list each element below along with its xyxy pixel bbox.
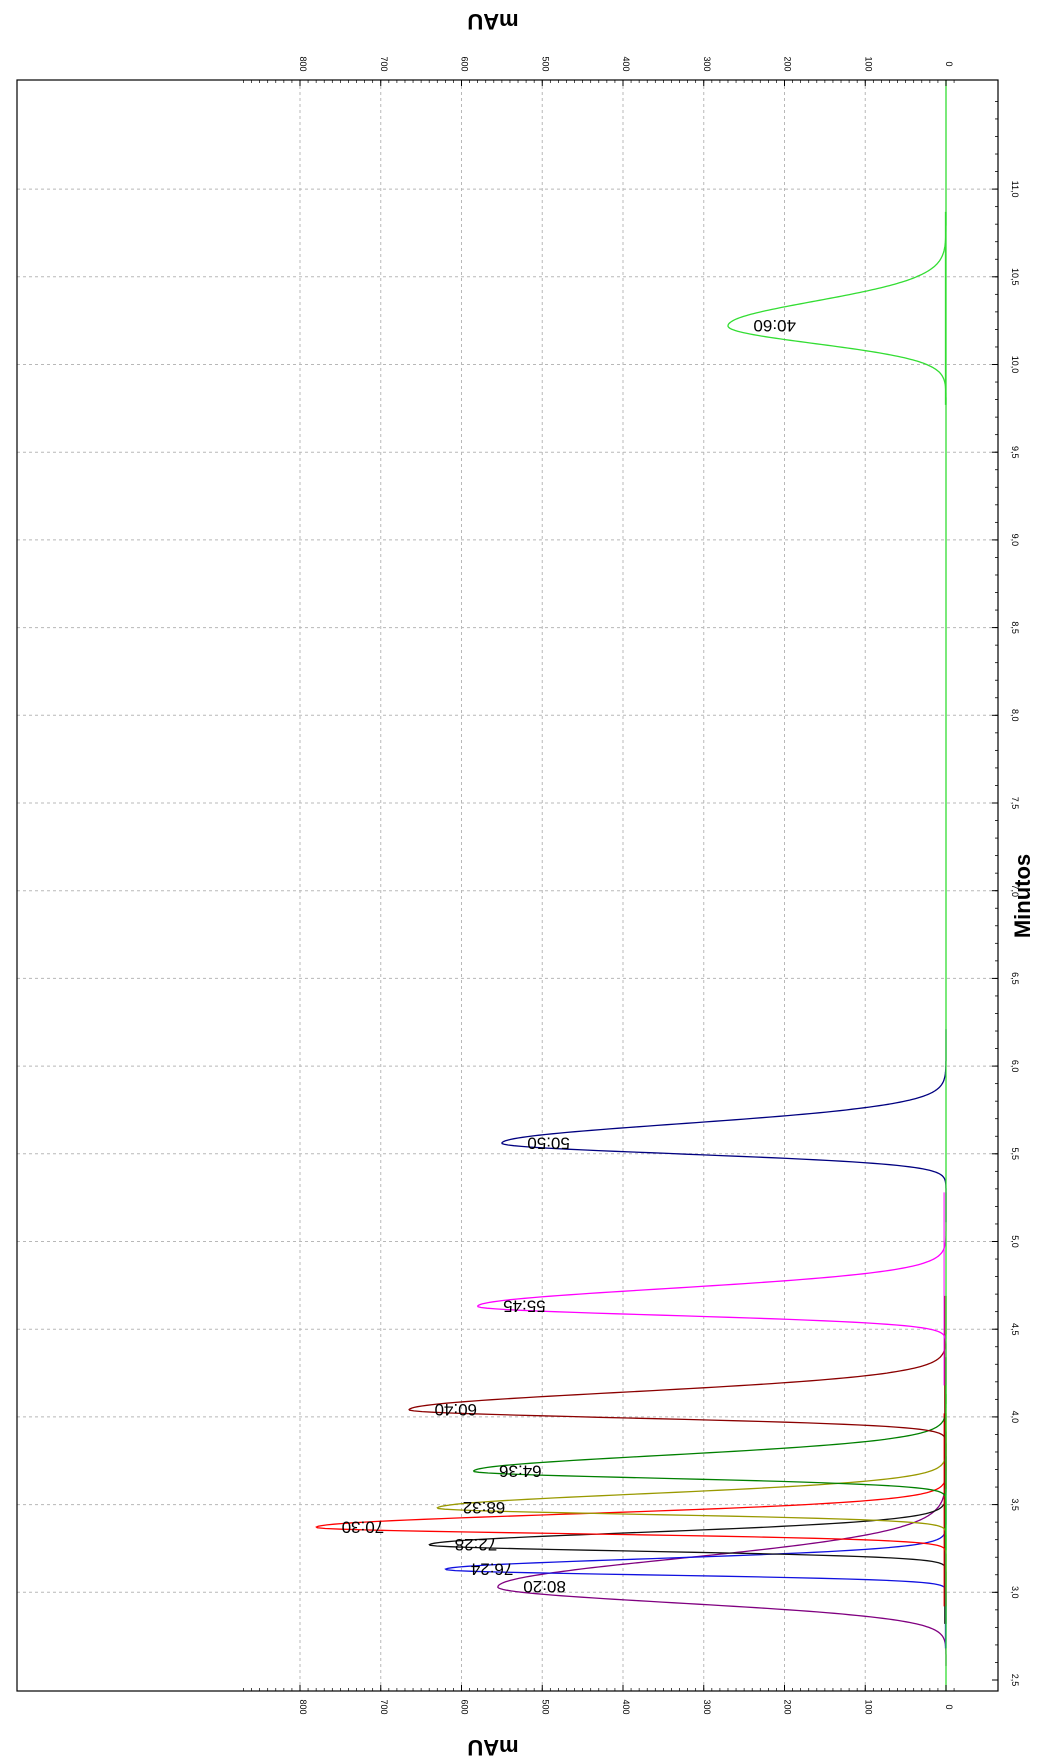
x-tick-label: 2,5 xyxy=(1010,1674,1020,1687)
y-tick-label-top: 500 xyxy=(540,56,550,71)
peak-label: 76:24 xyxy=(471,1559,514,1578)
y-tick-label-bottom: 100 xyxy=(863,1699,873,1714)
peak-label: 70:30 xyxy=(342,1517,385,1536)
peak-label: 72:28 xyxy=(455,1535,498,1554)
x-tick-label: 8,5 xyxy=(1010,621,1020,634)
x-tick-label: 5,5 xyxy=(1010,1148,1020,1161)
y-axis-title-bottom: mAU xyxy=(467,1735,518,1760)
x-tick-label: 9,5 xyxy=(1010,446,1020,459)
y-tick-label-bottom: 400 xyxy=(621,1699,631,1714)
series-layer xyxy=(315,80,947,1691)
x-tick-label: 7,0 xyxy=(1010,884,1020,897)
y-tick-label-top: 100 xyxy=(863,56,873,71)
series-peak-line xyxy=(497,1473,947,1666)
x-tick-label: 10,0 xyxy=(1010,356,1020,374)
peak-label: 60:40 xyxy=(434,1400,477,1419)
grid-layer xyxy=(17,80,998,1691)
y-axis-title-top: mAU xyxy=(467,9,518,34)
y-tick-label-bottom: 500 xyxy=(540,1699,550,1714)
x-tick-label: 4,0 xyxy=(1010,1411,1020,1424)
peak-label: 80:20 xyxy=(523,1577,566,1596)
y-tick-label-bottom: 200 xyxy=(783,1699,793,1714)
labels-layer: 2,5 3,0 3,5 4,0 4,5 5,0 5,5 6,0 6,5 7,0 7,5 8,0 8,5 9… xyxy=(298,56,1020,1714)
x-tick-label: 6,0 xyxy=(1010,1060,1020,1073)
y-tick-label-top: 700 xyxy=(379,56,389,71)
y-tick-label-bottom: 600 xyxy=(460,1699,470,1714)
y-tick-label-top: 300 xyxy=(702,56,712,71)
y-tick-label-bottom: 700 xyxy=(379,1699,389,1714)
x-tick-label: 5,0 xyxy=(1010,1235,1020,1248)
ticks-layer xyxy=(243,80,998,1691)
x-tick-label: 8,0 xyxy=(1010,709,1020,722)
y-tick-label-bottom: 0 xyxy=(944,1704,954,1709)
x-tick-label: 10,5 xyxy=(1010,268,1020,286)
y-tick-label-top: 800 xyxy=(298,56,308,71)
x-tick-label: 11,0 xyxy=(1010,181,1020,198)
peak-label: 50:50 xyxy=(527,1133,570,1152)
peak-label: 40:60 xyxy=(753,316,796,335)
peak-label: 68:32 xyxy=(463,1498,506,1517)
x-tick-label: 9,0 xyxy=(1010,534,1020,547)
y-tick-label-top: 200 xyxy=(783,56,793,71)
y-tick-label-top: 0 xyxy=(944,61,954,66)
x-tick-label: 3,0 xyxy=(1010,1586,1020,1599)
y-tick-label-bottom: 800 xyxy=(298,1699,308,1714)
peak-label: 55:45 xyxy=(503,1296,546,1315)
x-tick-label: 4,5 xyxy=(1010,1323,1020,1336)
y-tick-label-bottom: 300 xyxy=(702,1699,712,1714)
x-axis-title: Minutos xyxy=(1010,854,1035,938)
y-tick-label-top: 400 xyxy=(621,56,631,71)
plot-frame xyxy=(16,79,999,1692)
x-tick-label: 7,5 xyxy=(1010,797,1020,810)
x-tick-label: 6,5 xyxy=(1010,972,1020,985)
y-tick-label-top: 600 xyxy=(460,56,470,71)
peak-label: 64:36 xyxy=(499,1461,542,1480)
x-tick-label: 3,5 xyxy=(1010,1498,1020,1511)
